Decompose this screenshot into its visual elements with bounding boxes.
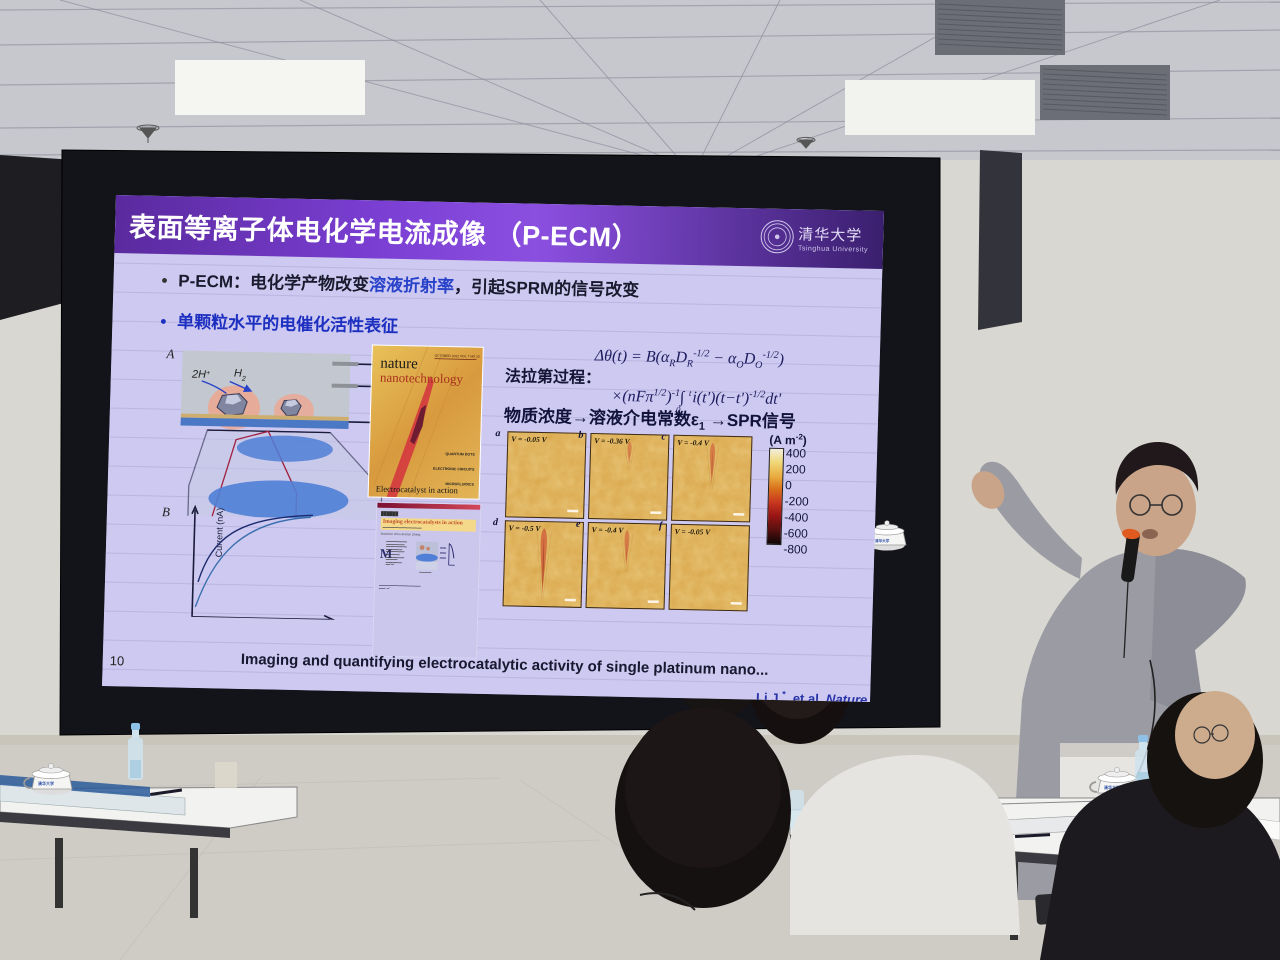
svg-text:Electrocatalyst in action: Electrocatalyst in action <box>376 484 459 496</box>
svg-text:ELECTRONIC CIRCUITS: ELECTRONIC CIRCUITS <box>433 467 475 472</box>
svg-text:nanotechnology: nanotechnology <box>380 370 464 387</box>
svg-text:Current (nA): Current (nA) <box>214 508 225 558</box>
svg-text:QUANTUM DOTS: QUANTUM DOTS <box>445 452 475 457</box>
svg-text:OCTOBER 2012 VOL 7 NO 10: OCTOBER 2012 VOL 7 NO 10 <box>435 354 480 359</box>
